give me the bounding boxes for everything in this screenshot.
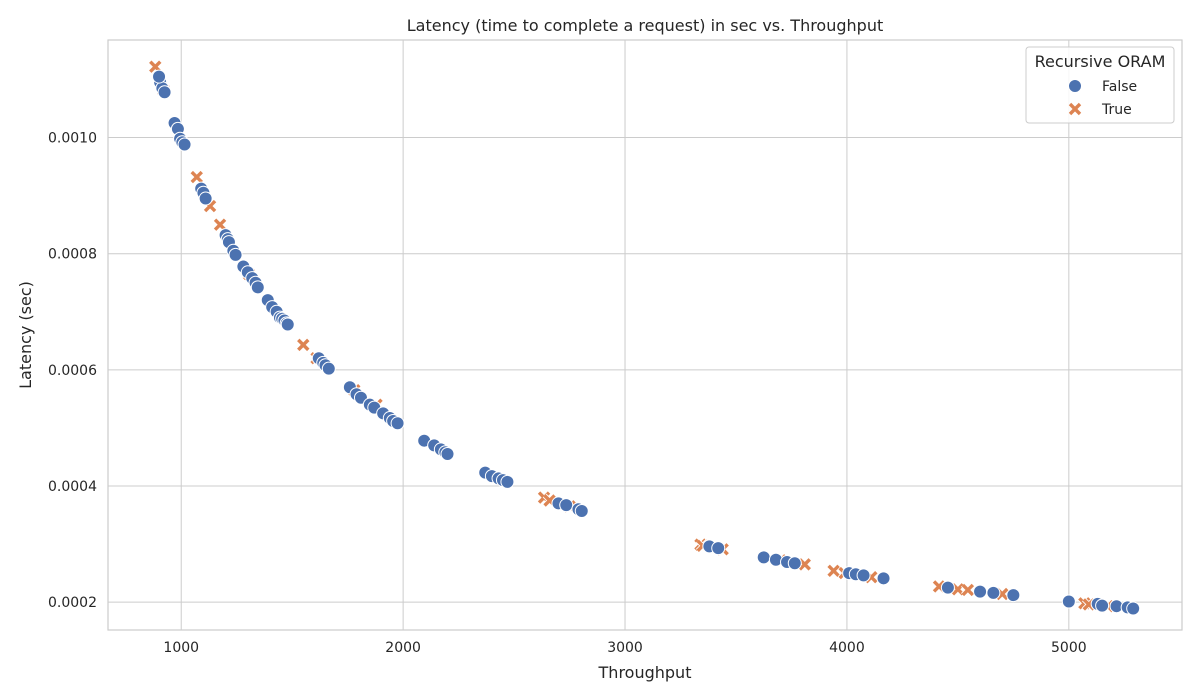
data-point-true: [213, 217, 227, 232]
data-point-false: [157, 85, 172, 100]
axes-frame: [107, 39, 1183, 631]
data-point-false: [228, 247, 243, 262]
data-point-false: [250, 280, 265, 295]
legend-title: Recursive ORAM: [1035, 52, 1166, 71]
data-point-false: [177, 137, 192, 152]
legend-label-true: True: [1101, 102, 1132, 118]
y-axis-ticks: 0.0002 0.0004 0.0006 0.0008 0.0010: [48, 131, 97, 612]
data-point-false: [152, 69, 167, 84]
data-point-false: [574, 503, 589, 518]
data-point-false: [973, 584, 988, 599]
data-point-false: [1061, 594, 1076, 609]
data-point-false: [940, 580, 955, 595]
data-point-false: [1126, 601, 1141, 616]
legend-box: [1025, 46, 1175, 124]
data-point-false: [1095, 598, 1110, 613]
y-tick-label: 0.0002: [48, 595, 97, 611]
data-point-true: [826, 563, 841, 578]
data-point-false: [280, 317, 295, 332]
legend: Recursive ORAM False True: [1025, 46, 1175, 124]
data-point-true: [296, 338, 311, 352]
data-point-false: [986, 585, 1001, 600]
data-point-false: [711, 541, 726, 556]
axes-border: [107, 39, 1183, 631]
legend-label-false: False: [1102, 79, 1137, 95]
x-tick-label: 1000: [163, 640, 199, 656]
y-axis-title: Latency (sec): [16, 281, 35, 389]
data-point-false: [756, 550, 771, 565]
data-points: [148, 59, 1141, 616]
data-point-false: [787, 556, 802, 571]
x-axis-ticks: 1000 2000 3000 4000 5000: [163, 640, 1086, 656]
y-tick-label: 0.0004: [48, 479, 97, 495]
x-axis-title: Throughput: [598, 663, 692, 682]
legend-marker-true: [1068, 102, 1082, 116]
x-tick-label: 3000: [607, 640, 643, 656]
legend-marker-false: [1068, 79, 1082, 93]
data-point-false: [321, 361, 336, 376]
data-point-false: [390, 416, 405, 431]
data-point-false: [198, 191, 213, 206]
x-tick-label: 5000: [1051, 640, 1087, 656]
data-point-false: [876, 571, 891, 586]
x-tick-label: 4000: [829, 640, 865, 656]
legend-x-icon: [1068, 102, 1082, 116]
y-tick-label: 0.0006: [48, 363, 97, 379]
y-tick-label: 0.0008: [48, 247, 97, 263]
x-tick-label: 2000: [385, 640, 421, 656]
plot-area: [108, 40, 1182, 630]
data-point-false: [440, 447, 455, 462]
data-point-false: [500, 474, 515, 489]
data-point-false: [559, 498, 574, 513]
data-point-true: [189, 170, 204, 184]
data-point-true: [961, 583, 975, 597]
data-point-false: [856, 568, 871, 583]
grid-lines: [108, 40, 1182, 630]
chart-title: Latency (time to complete a request) in …: [407, 16, 883, 35]
y-tick-label: 0.0010: [48, 131, 97, 147]
data-point-false: [1006, 588, 1021, 603]
